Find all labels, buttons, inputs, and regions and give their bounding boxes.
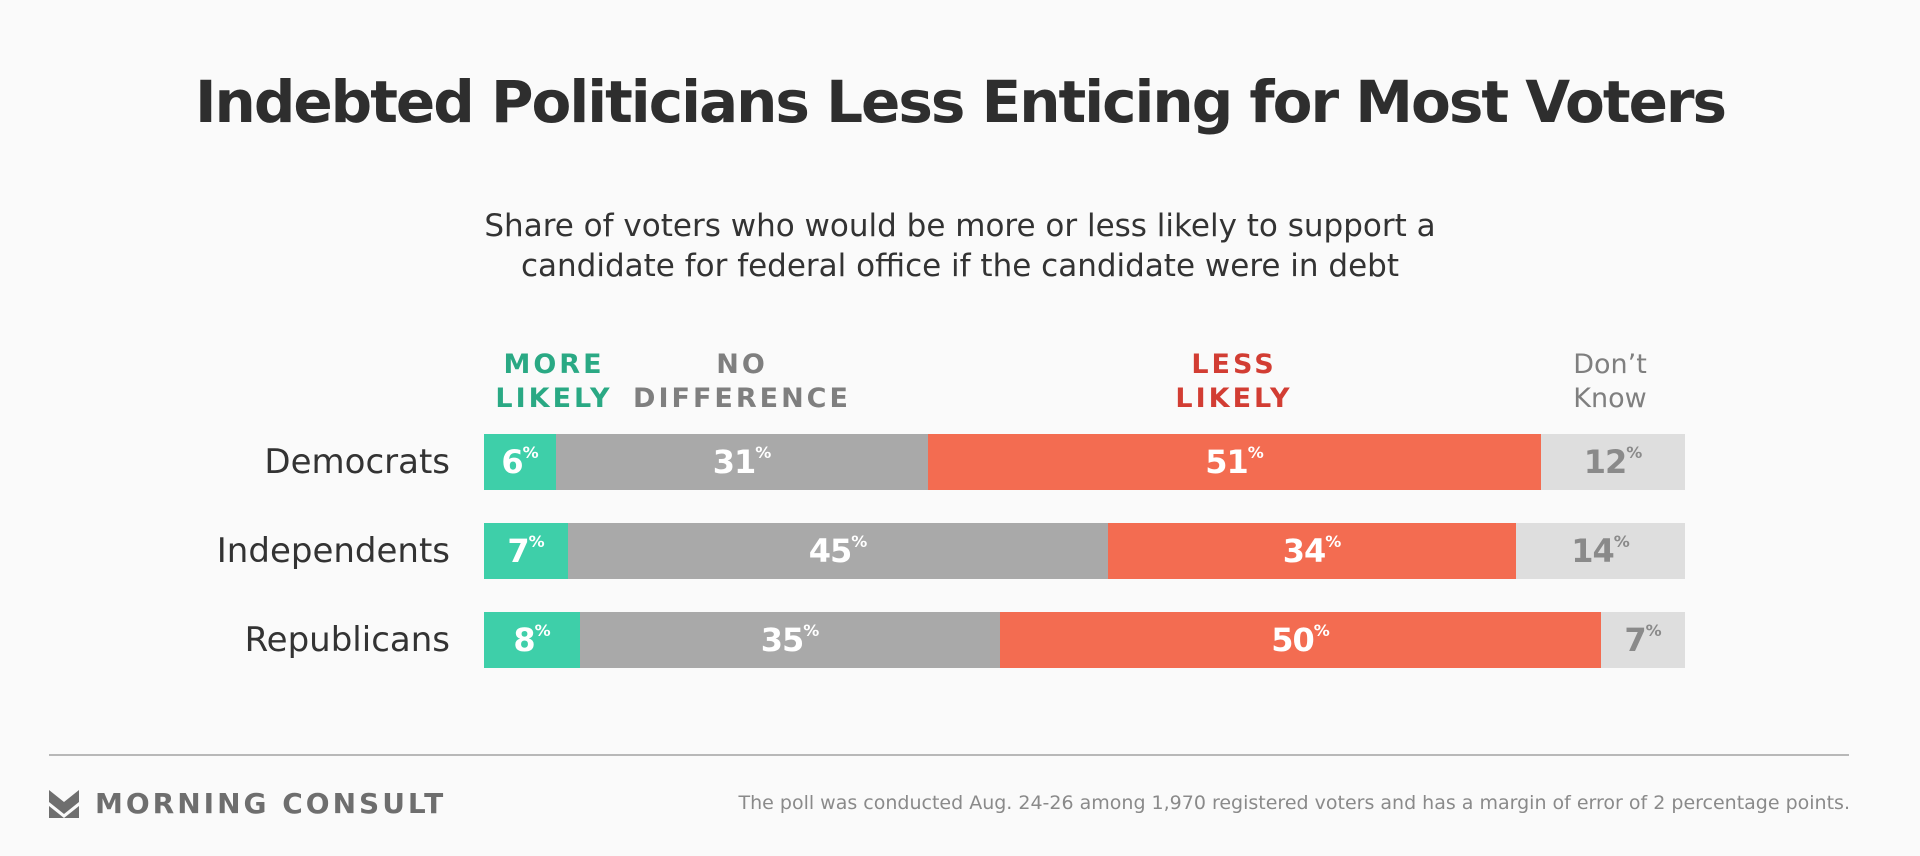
bar-segment-less-likely: 50% — [1000, 612, 1601, 668]
chart-subtitle: Share of voters who would be more or les… — [484, 208, 1436, 284]
percent-sign: % — [1645, 620, 1662, 640]
data-label: 14 — [1571, 532, 1615, 570]
percent-sign: % — [1613, 531, 1630, 551]
footnote: The poll was conducted Aug. 24-26 among … — [738, 792, 1850, 814]
data-label: 34 — [1282, 532, 1327, 570]
row-label-democrats: Democrats — [264, 442, 450, 482]
legend-dont-know: Don’t Know — [1573, 349, 1647, 414]
data-label: 7 — [1624, 621, 1646, 659]
data-label: 8 — [513, 621, 535, 659]
legend-no-difference: NO DIFFERENCE — [633, 349, 851, 414]
percent-sign: % — [534, 620, 551, 640]
bar-segment-dont-know: 12% — [1541, 434, 1685, 490]
legend-more-likely: MORE LIKELY — [495, 349, 613, 414]
row-label-republicans: Republicans — [244, 620, 450, 660]
row-label-independents: Independents — [216, 531, 450, 571]
percent-sign: % — [1313, 620, 1330, 640]
percent-sign: % — [1247, 442, 1264, 462]
data-label: 50 — [1271, 621, 1315, 659]
percent-sign: % — [851, 531, 868, 551]
bar-segment-dont-know: 7% — [1601, 612, 1685, 668]
percent-sign: % — [1626, 442, 1643, 462]
chart-title: Indebted Politicians Less Enticing for M… — [194, 68, 1727, 136]
data-label: 35 — [760, 621, 805, 659]
morning-consult-logo-icon — [49, 790, 79, 818]
bar-segment-no-difference: 31% — [556, 434, 928, 490]
bar-democrats: 6% 31% 51% 12% — [484, 434, 1685, 490]
bar-segment-no-difference: 35% — [580, 612, 1000, 668]
bar-republicans: 8% 35% 50% 7% — [484, 612, 1685, 668]
bar-independents: 7% 45% 34% 14% — [484, 523, 1685, 579]
bar-segment-less-likely: 51% — [928, 434, 1541, 490]
bar-segment-more-likely: 6% — [484, 434, 556, 490]
bar-segment-less-likely: 34% — [1108, 523, 1516, 579]
legend-less-likely: LESS LIKELY — [1175, 349, 1293, 414]
bar-segment-more-likely: 8% — [484, 612, 580, 668]
footer-divider — [49, 754, 1849, 756]
percent-sign: % — [1325, 531, 1342, 551]
data-label: 12 — [1583, 443, 1628, 481]
bar-segment-no-difference: 45% — [568, 523, 1108, 579]
data-label: 6 — [501, 443, 523, 481]
percent-sign: % — [522, 442, 539, 462]
bar-segment-dont-know: 14% — [1516, 523, 1685, 579]
percent-sign: % — [803, 620, 820, 640]
percent-sign: % — [528, 531, 545, 551]
data-label: 7 — [507, 532, 529, 570]
morning-consult-logo: MORNING CONSULT — [49, 786, 446, 820]
logo-text: MORNING CONSULT — [95, 786, 447, 820]
bar-segment-more-likely: 7% — [484, 523, 568, 579]
percent-sign: % — [755, 442, 772, 462]
data-label: 45 — [808, 532, 853, 570]
data-label: 31 — [712, 443, 757, 481]
data-label: 51 — [1205, 443, 1249, 481]
